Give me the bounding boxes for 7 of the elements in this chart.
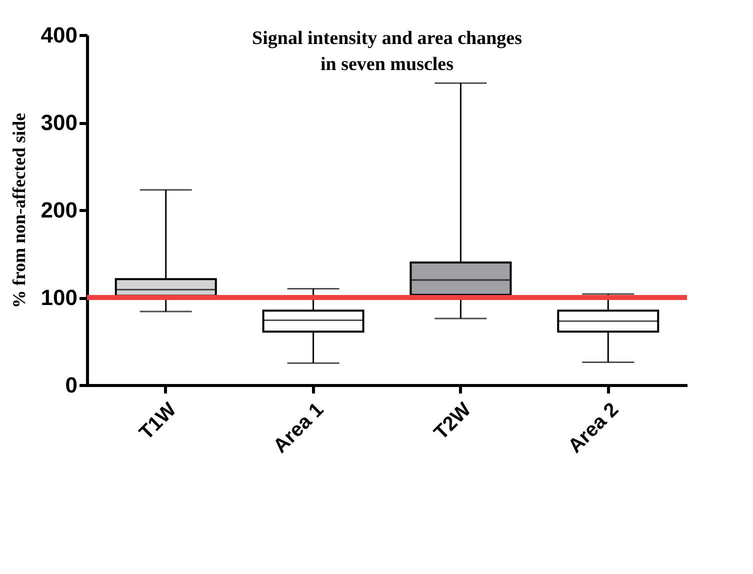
y-tick-label: 200 [40, 198, 78, 222]
y-tick-label: 400 [40, 22, 78, 48]
y-tick-label: 300 [40, 110, 78, 135]
chart-title: Signal intensity and area changes in seven muscles [252, 28, 522, 75]
y-tick-label: 100 [40, 285, 78, 310]
y-tick-label: 0 [65, 372, 78, 398]
y-axis-title: % from non-affected side [8, 112, 29, 308]
